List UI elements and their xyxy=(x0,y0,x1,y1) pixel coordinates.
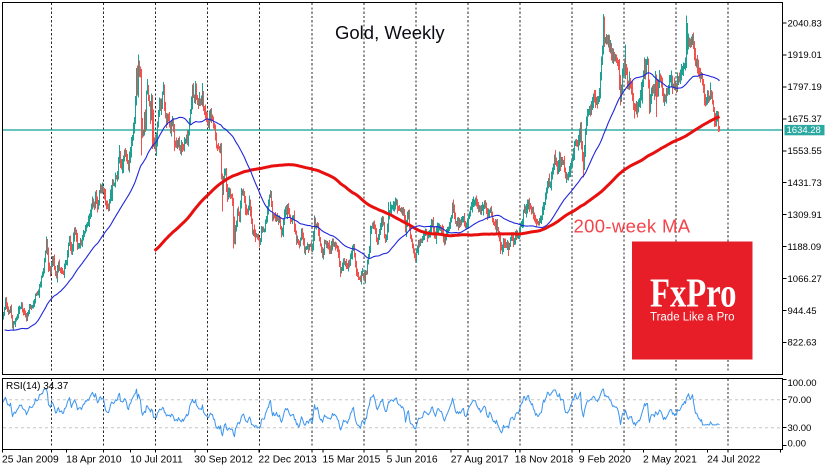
svg-text:22 Dec 2013: 22 Dec 2013 xyxy=(258,455,317,466)
svg-text:5 Jun 2016: 5 Jun 2016 xyxy=(387,455,438,466)
svg-text:25 Jan 2009: 25 Jan 2009 xyxy=(2,455,59,466)
svg-text:FxPro: FxPro xyxy=(650,269,737,315)
svg-text:10 Jul 2011: 10 Jul 2011 xyxy=(130,455,183,466)
svg-text:822.63: 822.63 xyxy=(788,338,817,349)
svg-text:2 May 2021: 2 May 2021 xyxy=(643,455,697,466)
svg-text:70.00: 70.00 xyxy=(788,395,812,406)
svg-text:Gold, Weekly: Gold, Weekly xyxy=(335,22,445,43)
svg-text:944.45: 944.45 xyxy=(788,306,817,317)
svg-text:1797.19: 1797.19 xyxy=(788,82,822,93)
svg-text:2040.83: 2040.83 xyxy=(788,18,822,29)
svg-text:1309.91: 1309.91 xyxy=(788,210,822,221)
svg-text:1066.27: 1066.27 xyxy=(788,274,822,285)
svg-text:1634.28: 1634.28 xyxy=(787,125,821,136)
svg-text:18 Apr 2010: 18 Apr 2010 xyxy=(66,455,122,466)
svg-text:18 Nov 2018: 18 Nov 2018 xyxy=(515,455,574,466)
svg-text:30.00: 30.00 xyxy=(788,423,812,434)
svg-text:24 Jul 2022: 24 Jul 2022 xyxy=(707,455,761,466)
svg-text:27 Aug 2017: 27 Aug 2017 xyxy=(451,455,509,466)
svg-text:1675.37: 1675.37 xyxy=(788,114,822,125)
svg-text:9 Feb 2020: 9 Feb 2020 xyxy=(579,455,631,466)
svg-text:0.00: 0.00 xyxy=(788,439,807,450)
svg-text:30 Sep 2012: 30 Sep 2012 xyxy=(194,455,253,466)
svg-text:Trade Like a Pro: Trade Like a Pro xyxy=(650,312,735,324)
svg-text:RSI(14) 34.37: RSI(14) 34.37 xyxy=(6,381,69,392)
svg-text:1553.55: 1553.55 xyxy=(788,146,822,157)
svg-text:1919.01: 1919.01 xyxy=(788,50,822,61)
svg-text:1188.09: 1188.09 xyxy=(788,242,822,253)
svg-text:15 Mar 2015: 15 Mar 2015 xyxy=(323,455,381,466)
svg-text:1431.73: 1431.73 xyxy=(788,178,822,189)
svg-text:200-week MA: 200-week MA xyxy=(574,216,691,237)
svg-text:100.00: 100.00 xyxy=(788,378,817,389)
